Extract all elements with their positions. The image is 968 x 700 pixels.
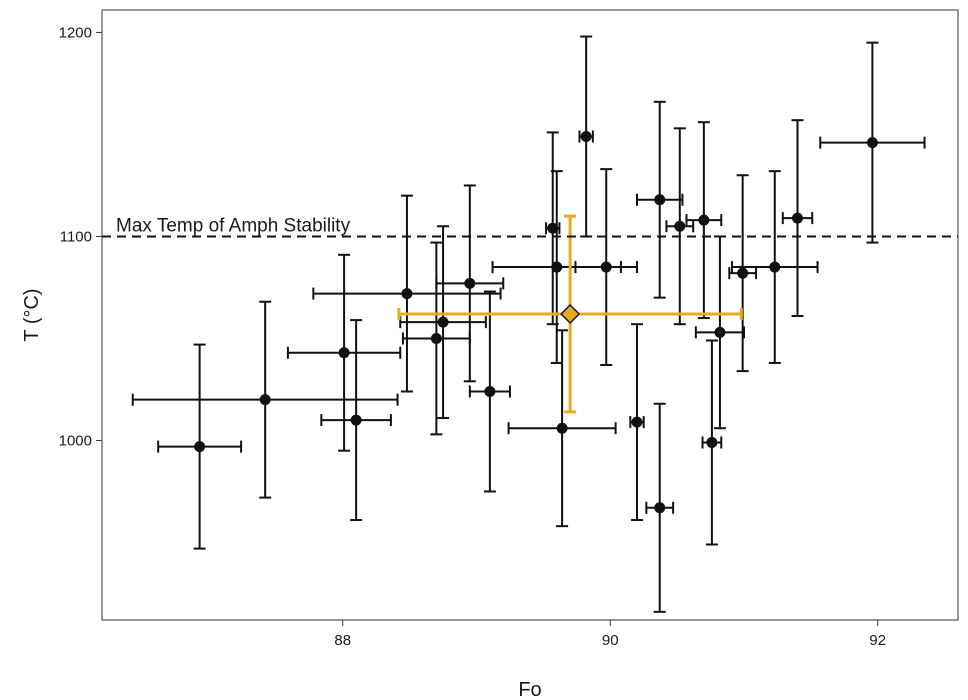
y-axis-label: T (°C): [21, 288, 43, 341]
data-point-group: [468, 290, 511, 493]
data-point-marker: [547, 222, 559, 234]
data-point-group: [157, 343, 243, 550]
highlight-point-marker: [560, 303, 581, 325]
x-tick-label: 88: [334, 632, 351, 649]
data-point-group: [665, 127, 695, 326]
data-point-marker: [401, 288, 413, 300]
data-points: [131, 35, 926, 613]
data-point-group: [320, 319, 392, 522]
data-point-marker: [194, 441, 206, 453]
data-point-marker: [350, 414, 362, 426]
reference-line-group: Max Temp of Amph Stability: [102, 215, 958, 238]
data-point-marker: [437, 316, 449, 328]
data-point-group: [578, 35, 594, 238]
data-point-marker: [654, 502, 666, 514]
data-point-marker: [580, 130, 592, 142]
data-point-group: [685, 121, 723, 320]
plot-frame: [101, 9, 959, 621]
data-point-marker: [556, 422, 568, 434]
data-point-marker: [551, 261, 563, 273]
data-point-marker: [737, 267, 749, 279]
reference-line-label: Max Temp of Amph Stability: [116, 215, 351, 236]
data-point-group: [507, 329, 617, 528]
data-point-marker: [866, 137, 878, 149]
data-point-marker: [654, 194, 666, 206]
y-tick-label: 1000: [59, 432, 92, 449]
data-point-marker: [338, 347, 350, 359]
data-point-group: [701, 339, 723, 546]
data-point-marker: [698, 214, 710, 226]
data-point-group: [636, 100, 684, 299]
data-point-marker: [600, 261, 612, 273]
x-tick-label: 92: [869, 632, 886, 649]
data-point-marker: [792, 212, 803, 224]
data-point-group: [730, 170, 819, 364]
data-point-marker: [714, 326, 726, 338]
data-point-marker: [259, 394, 271, 406]
data-point-marker: [674, 220, 686, 232]
data-point-marker: [430, 332, 442, 344]
data-point-group: [781, 119, 814, 318]
data-point-marker: [631, 416, 643, 428]
data-point-group: [694, 235, 745, 430]
x-tick-label: 90: [602, 632, 619, 649]
data-point-group: [401, 241, 471, 436]
data-point-group: [645, 402, 675, 613]
x-axis: 88 90 92: [334, 620, 886, 649]
y-axis: 1000 1100 1200: [59, 24, 102, 449]
x-axis-label: Fo: [518, 679, 541, 700]
data-point-group: [728, 174, 758, 373]
data-point-group: [819, 41, 926, 244]
data-point-marker: [464, 277, 476, 289]
data-point-group: [131, 300, 399, 499]
data-point-marker: [484, 386, 496, 398]
data-point-marker: [769, 261, 781, 273]
data-point-group: [286, 253, 402, 452]
data-point-marker: [706, 437, 718, 449]
data-point-group: [435, 184, 505, 383]
highlighted-point: [397, 214, 743, 414]
y-tick-label: 1100: [60, 228, 92, 245]
data-point-group: [399, 225, 487, 420]
y-tick-label: 1200: [59, 24, 92, 41]
data-point-group: [574, 168, 638, 366]
data-point-group: [629, 323, 645, 522]
